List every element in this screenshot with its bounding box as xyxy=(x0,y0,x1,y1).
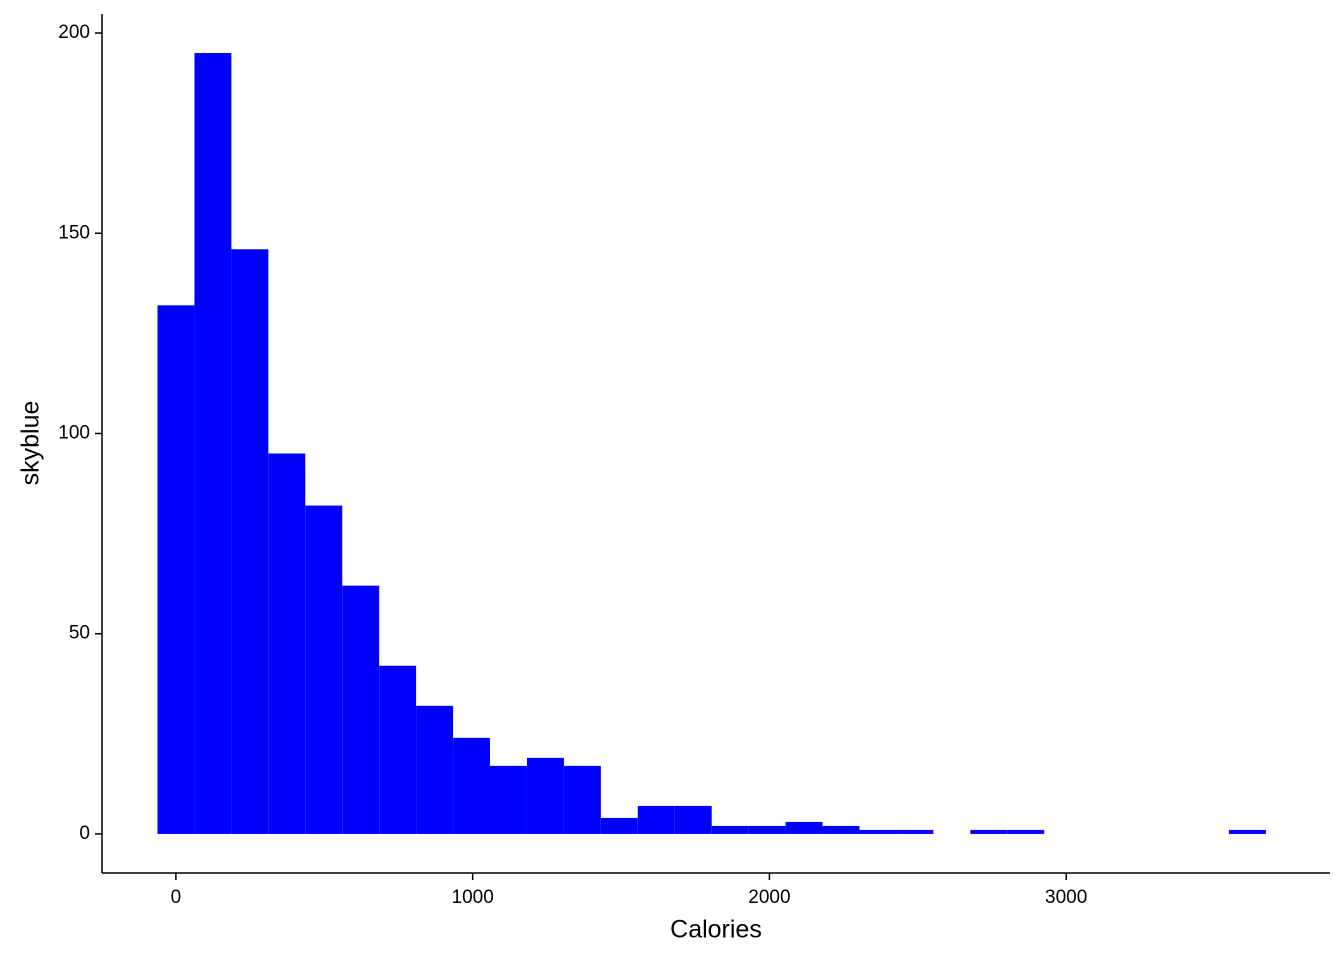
bar xyxy=(563,765,601,834)
y-tick-label: 0 xyxy=(79,823,90,844)
bar xyxy=(896,829,934,834)
y-axis-title: skyblue xyxy=(17,401,45,486)
y-tick-label: 100 xyxy=(58,423,90,444)
y-tick-label: 200 xyxy=(58,22,90,43)
bar xyxy=(157,305,195,834)
bar xyxy=(1007,829,1045,834)
y-tick-label: 50 xyxy=(69,623,90,644)
bar xyxy=(748,825,786,834)
bar xyxy=(1228,829,1266,834)
bar xyxy=(416,705,454,834)
bar xyxy=(859,829,897,834)
y-tick-label: 150 xyxy=(58,222,90,243)
bar xyxy=(822,825,860,834)
bar xyxy=(453,737,491,834)
x-tick-label: 0 xyxy=(171,887,182,908)
bar xyxy=(637,805,675,834)
bar xyxy=(970,829,1008,834)
bar xyxy=(600,817,638,834)
bar xyxy=(785,821,823,834)
x-tick-label: 2000 xyxy=(748,887,790,908)
bar xyxy=(526,757,564,834)
bar xyxy=(231,249,269,834)
bar xyxy=(379,665,417,834)
bar xyxy=(674,805,712,834)
bar xyxy=(711,825,749,834)
bar xyxy=(490,765,527,834)
bar xyxy=(342,585,380,834)
x-tick-label: 1000 xyxy=(452,887,494,908)
bar xyxy=(305,505,343,834)
bar xyxy=(194,53,232,834)
bar xyxy=(268,453,306,834)
x-axis-title: Calories xyxy=(670,916,762,944)
x-tick-label: 3000 xyxy=(1045,887,1087,908)
